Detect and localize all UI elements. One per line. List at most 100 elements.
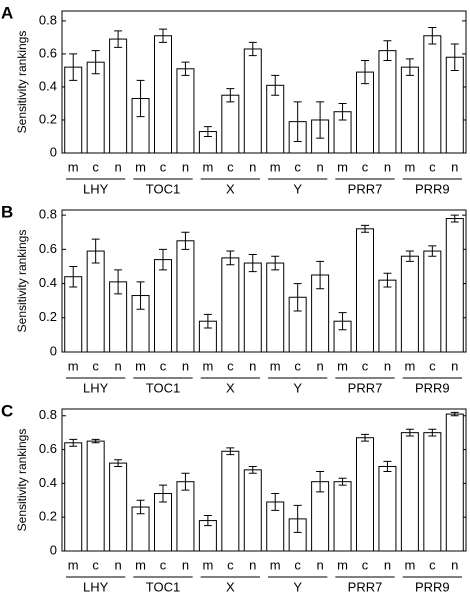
y-tick-label: 0.4 (39, 275, 57, 290)
y-tick-label: 0.4 (39, 78, 57, 93)
x-tick-label: n (249, 557, 256, 572)
x-tick-label: m (135, 358, 146, 373)
error-bar (226, 250, 235, 266)
bar (243, 262, 262, 353)
y-tick-label: 0.2 (39, 111, 57, 126)
bar (400, 66, 419, 154)
x-tick-label: m (68, 159, 79, 174)
x-tick-label: n (182, 557, 189, 572)
error-bar (248, 41, 257, 57)
group-label: PRR9 (415, 579, 450, 594)
bar (423, 432, 442, 552)
bar (356, 437, 374, 552)
error-bar (428, 27, 437, 45)
group-label: TOC1 (146, 579, 180, 594)
x-tick-label: m (404, 358, 415, 373)
error-bar (136, 499, 145, 515)
bar (86, 250, 105, 353)
bar (154, 35, 172, 154)
error-bar (338, 102, 347, 121)
x-tick-label: n (182, 159, 189, 174)
group-label: LHY (83, 579, 109, 594)
error-bar (69, 265, 78, 288)
bar (109, 38, 128, 154)
x-tick-label: n (114, 358, 121, 373)
error-bar (293, 504, 302, 533)
x-tick-label: m (337, 557, 348, 572)
x-tick-label: c (362, 557, 369, 572)
x-tick-label: m (202, 159, 213, 174)
error-bar (405, 428, 414, 437)
error-bar (203, 313, 212, 329)
bar (154, 259, 172, 353)
x-tick-label: m (404, 159, 415, 174)
y-tick-label: 0 (50, 144, 57, 159)
x-tick-label: c (160, 159, 167, 174)
y-axis-label: Sensitivity rankings (15, 429, 29, 532)
group-label: LHY (83, 181, 109, 196)
plot-frame (61, 209, 467, 353)
group-label: PRR7 (348, 181, 383, 196)
y-axis-label: Sensitivity rankings (15, 31, 29, 134)
x-tick-label: c (92, 358, 99, 373)
error-bar (114, 269, 123, 295)
group-label: PRR7 (348, 579, 383, 594)
bar (221, 257, 240, 353)
x-tick-label: n (249, 159, 256, 174)
y-tick-label: 0 (50, 343, 57, 358)
x-tick-label: n (316, 358, 323, 373)
panel-label: B (1, 202, 13, 221)
x-tick-label: m (202, 557, 213, 572)
error-bar (181, 61, 190, 76)
bar (243, 48, 262, 154)
error-bar (271, 74, 280, 96)
x-tick-label: c (160, 557, 167, 572)
y-tick-label: 0.6 (39, 441, 57, 456)
error-bar (181, 231, 190, 250)
error-bar (248, 465, 257, 474)
bar (333, 481, 352, 552)
x-tick-label: n (114, 159, 121, 174)
error-bar (316, 260, 325, 290)
x-tick-label: c (294, 358, 301, 373)
error-bar (114, 459, 123, 467)
group-label: Y (293, 181, 302, 196)
group-label: LHY (83, 380, 109, 395)
error-bar (91, 238, 100, 264)
x-tick-label: n (316, 159, 323, 174)
x-tick-label: c (227, 358, 234, 373)
error-bar (383, 460, 392, 473)
error-bar (316, 471, 325, 493)
error-bar (338, 477, 347, 486)
x-tick-label: m (68, 358, 79, 373)
error-bar (293, 101, 302, 142)
group-label: TOC1 (146, 181, 180, 196)
y-axis-label: Sensitivity rankings (15, 230, 29, 333)
x-tick-label: c (294, 557, 301, 572)
group-label: PRR9 (415, 380, 450, 395)
bar (64, 442, 83, 552)
error-bar (159, 484, 167, 503)
error-bar (91, 438, 100, 444)
error-bar (450, 214, 459, 223)
group-label: TOC1 (146, 380, 180, 395)
bar (176, 68, 195, 154)
x-tick-label: c (429, 358, 436, 373)
error-bar (293, 283, 302, 312)
bar (423, 35, 442, 154)
panel-label: C (1, 401, 13, 420)
x-tick-label: m (270, 557, 281, 572)
x-tick-label: c (160, 358, 167, 373)
bar (266, 262, 285, 353)
x-tick-label: c (92, 557, 99, 572)
y-tick-label: 0.8 (39, 407, 57, 422)
x-tick-label: c (92, 159, 99, 174)
y-tick-label: 0.2 (39, 309, 57, 324)
x-tick-label: n (384, 557, 391, 572)
bar (445, 413, 464, 552)
plot-frame (61, 408, 467, 552)
bar (356, 71, 374, 154)
panel-label: A (1, 3, 13, 22)
error-bar (181, 472, 190, 491)
group-label: X (226, 579, 235, 594)
